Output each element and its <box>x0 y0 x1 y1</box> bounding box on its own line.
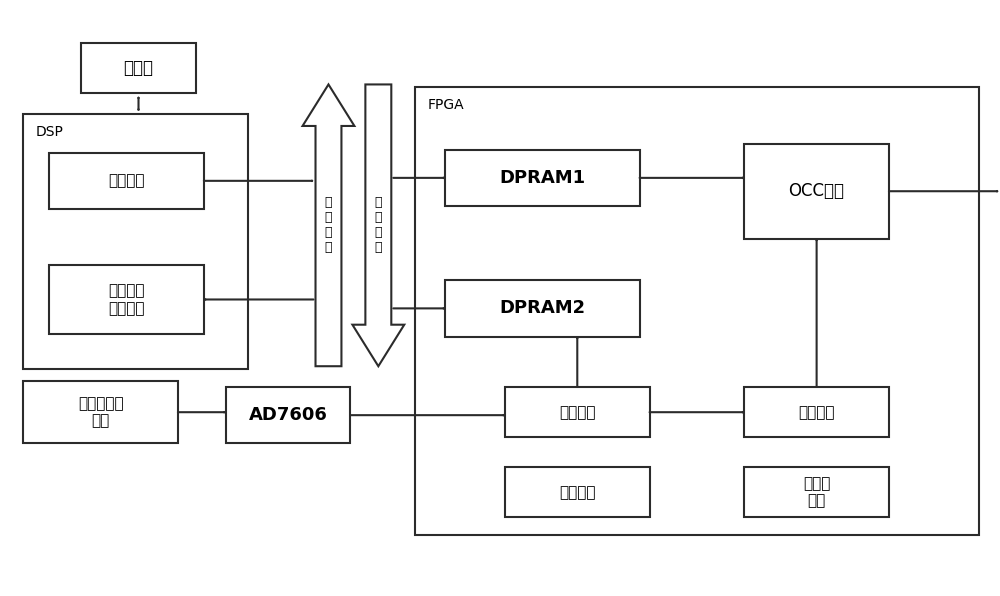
Text: OCC模块: OCC模块 <box>789 182 845 200</box>
Text: 保护模块: 保护模块 <box>798 405 835 420</box>
FancyBboxPatch shape <box>744 144 889 238</box>
Text: DPRAM1: DPRAM1 <box>499 169 585 187</box>
Polygon shape <box>303 85 354 366</box>
Text: 数
据
总
线: 数 据 总 线 <box>325 196 332 254</box>
Text: 地
址
总
线: 地 址 总 线 <box>375 196 382 254</box>
FancyBboxPatch shape <box>415 88 979 535</box>
FancyBboxPatch shape <box>81 43 196 94</box>
Text: DPRAM2: DPRAM2 <box>499 299 585 318</box>
FancyBboxPatch shape <box>226 387 350 443</box>
Text: 上位机: 上位机 <box>124 59 154 77</box>
Text: 系统控制: 系统控制 <box>559 485 596 500</box>
Text: AD7606: AD7606 <box>249 406 328 424</box>
Text: FPGA: FPGA <box>427 98 464 112</box>
FancyBboxPatch shape <box>744 467 889 517</box>
FancyBboxPatch shape <box>49 153 204 209</box>
FancyBboxPatch shape <box>505 387 650 437</box>
FancyBboxPatch shape <box>445 150 640 206</box>
FancyBboxPatch shape <box>49 265 204 334</box>
Polygon shape <box>352 85 404 366</box>
Text: 状态机
模块: 状态机 模块 <box>803 476 830 508</box>
FancyBboxPatch shape <box>23 381 178 443</box>
FancyBboxPatch shape <box>23 114 248 369</box>
FancyBboxPatch shape <box>445 280 640 337</box>
Text: DSP: DSP <box>35 125 63 139</box>
Text: 中点电位
核心算法: 中点电位 核心算法 <box>108 283 145 316</box>
FancyBboxPatch shape <box>505 467 650 517</box>
Text: 采样模块: 采样模块 <box>559 405 596 420</box>
FancyBboxPatch shape <box>744 387 889 437</box>
Text: 采样、调理
电路: 采样、调理 电路 <box>78 396 123 429</box>
Text: 通信模块: 通信模块 <box>108 173 145 188</box>
